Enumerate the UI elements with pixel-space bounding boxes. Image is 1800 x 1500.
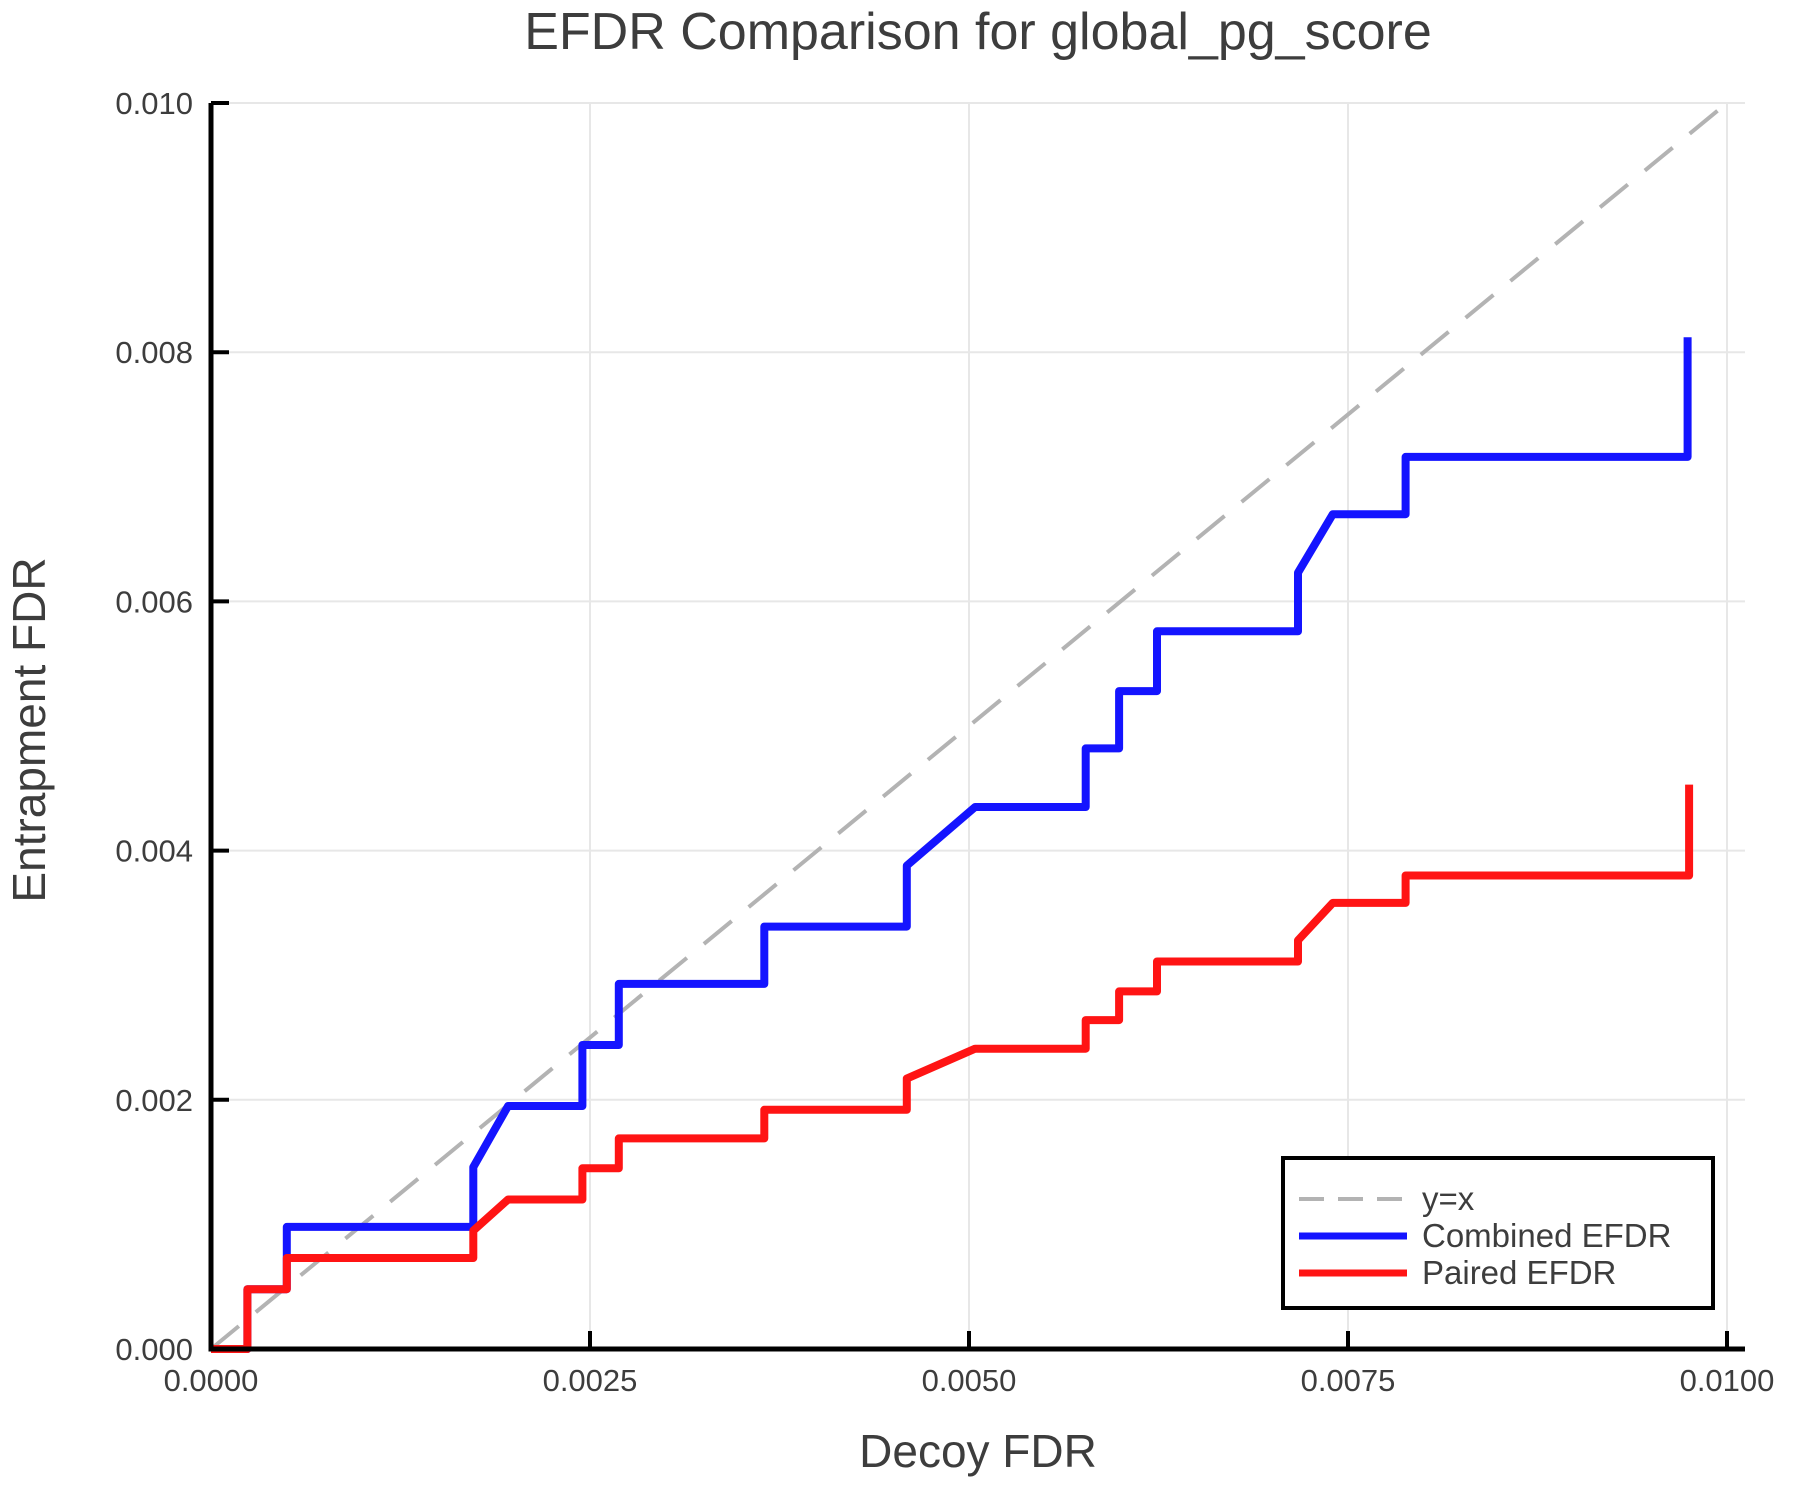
series-line-combined-efdr xyxy=(211,337,1692,1353)
legend-label: Combined EFDR xyxy=(1422,1217,1671,1254)
x-tick-label: 0.0050 xyxy=(922,1363,1017,1398)
legend-label: y=x xyxy=(1422,1180,1475,1217)
chart-title: EFDR Comparison for global_pg_score xyxy=(524,3,1432,61)
y-axis-label: Entrapment FDR xyxy=(3,557,55,903)
legend-label: Paired EFDR xyxy=(1422,1254,1616,1291)
x-tick-label: 0.0100 xyxy=(1680,1363,1775,1398)
y-tick-label: 0.010 xyxy=(115,86,193,121)
y-tick-label: 0.008 xyxy=(115,335,193,370)
series-line-y-x xyxy=(209,101,1729,1351)
x-tick-label: 0.0075 xyxy=(1301,1363,1396,1398)
y-tick-label: 0.006 xyxy=(115,584,193,619)
series-line-paired-efdr xyxy=(211,784,1694,1353)
x-tick-label: 0.0025 xyxy=(543,1363,638,1398)
x-axis-label: Decoy FDR xyxy=(859,1425,1097,1477)
y-tick-label: 0.002 xyxy=(115,1083,193,1118)
y-tick-label: 0.004 xyxy=(115,834,193,869)
y-tick-label: 0.000 xyxy=(115,1332,193,1367)
x-tick-label: 0.0000 xyxy=(164,1363,259,1398)
